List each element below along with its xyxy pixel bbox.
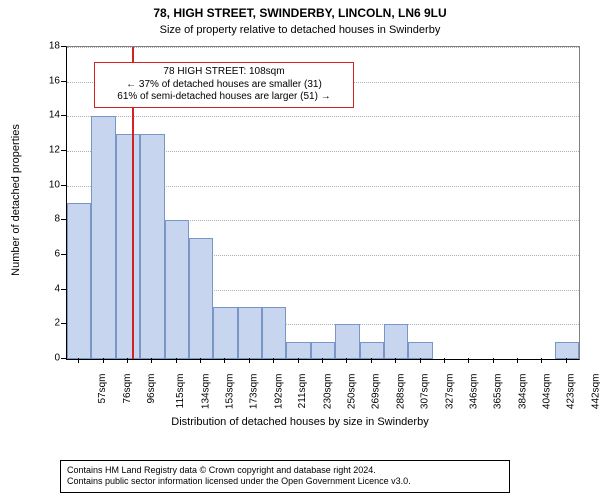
- x-tick-label: 230sqm: [322, 374, 333, 410]
- bar: [91, 116, 115, 359]
- y-tick-mark: [61, 115, 66, 116]
- y-tick-label: 0: [36, 353, 60, 364]
- credits-line2: Contains public sector information licen…: [67, 476, 503, 487]
- x-tick-mark: [103, 358, 104, 363]
- x-axis-label: Distribution of detached houses by size …: [0, 416, 600, 428]
- y-tick-mark: [61, 219, 66, 220]
- gridline: [67, 47, 579, 48]
- y-tick-mark: [61, 150, 66, 151]
- annotation-line2: ← 37% of detached houses are smaller (31…: [101, 79, 347, 92]
- chart-container: 78, HIGH STREET, SWINDERBY, LINCOLN, LN6…: [0, 0, 600, 500]
- bar: [116, 134, 140, 359]
- y-tick-mark: [61, 185, 66, 186]
- y-tick-label: 16: [36, 75, 60, 86]
- x-tick-mark: [224, 358, 225, 363]
- y-tick-label: 12: [36, 145, 60, 156]
- bar: [213, 307, 237, 359]
- y-tick-label: 10: [36, 179, 60, 190]
- x-tick-mark: [541, 358, 542, 363]
- bar: [335, 324, 359, 359]
- x-tick-mark: [298, 358, 299, 363]
- y-tick-mark: [61, 289, 66, 290]
- x-tick-mark: [249, 358, 250, 363]
- bar: [189, 238, 213, 359]
- x-tick-label: 404sqm: [542, 374, 553, 410]
- y-tick-label: 18: [36, 41, 60, 52]
- bar: [360, 342, 384, 359]
- y-tick-mark: [61, 358, 66, 359]
- x-tick-mark: [371, 358, 372, 363]
- x-tick-mark: [420, 358, 421, 363]
- credits-box: Contains HM Land Registry data © Crown c…: [60, 460, 510, 493]
- x-tick-label: 442sqm: [590, 374, 600, 410]
- x-tick-mark: [151, 358, 152, 363]
- x-tick-mark: [322, 358, 323, 363]
- x-tick-label: 211sqm: [297, 374, 308, 409]
- gridline: [67, 116, 579, 117]
- y-tick-label: 4: [36, 283, 60, 294]
- x-tick-label: 250sqm: [347, 374, 358, 410]
- x-tick-mark: [444, 358, 445, 363]
- credits-line1: Contains HM Land Registry data © Crown c…: [67, 465, 503, 476]
- y-tick-label: 8: [36, 214, 60, 225]
- annotation-line1: 78 HIGH STREET: 108sqm: [101, 66, 347, 79]
- y-tick-mark: [61, 254, 66, 255]
- x-tick-label: 115sqm: [175, 374, 186, 409]
- y-tick-mark: [61, 46, 66, 47]
- y-tick-mark: [61, 81, 66, 82]
- x-tick-mark: [566, 358, 567, 363]
- x-tick-label: 269sqm: [371, 374, 382, 410]
- y-tick-label: 14: [36, 110, 60, 121]
- bar: [67, 203, 91, 359]
- bar: [286, 342, 310, 359]
- x-tick-label: 192sqm: [273, 374, 284, 410]
- x-tick-mark: [395, 358, 396, 363]
- x-tick-label: 327sqm: [444, 374, 455, 410]
- x-tick-label: 288sqm: [395, 374, 406, 410]
- x-tick-label: 76sqm: [122, 374, 133, 404]
- x-tick-label: 173sqm: [249, 374, 260, 410]
- bar: [555, 342, 579, 359]
- x-tick-label: 153sqm: [225, 374, 236, 410]
- x-tick-mark: [273, 358, 274, 363]
- x-tick-mark: [176, 358, 177, 363]
- x-tick-label: 365sqm: [493, 374, 504, 410]
- x-tick-mark: [468, 358, 469, 363]
- annotation-line3: 61% of semi-detached houses are larger (…: [101, 91, 347, 104]
- x-tick-mark: [493, 358, 494, 363]
- x-tick-mark: [127, 358, 128, 363]
- x-tick-mark: [346, 358, 347, 363]
- y-tick-label: 2: [36, 318, 60, 329]
- bar: [311, 342, 335, 359]
- bar: [238, 307, 262, 359]
- x-tick-label: 134sqm: [200, 374, 211, 410]
- x-tick-label: 96sqm: [146, 374, 157, 404]
- y-tick-mark: [61, 323, 66, 324]
- bar: [262, 307, 286, 359]
- x-tick-mark: [200, 358, 201, 363]
- x-tick-label: 346sqm: [468, 374, 479, 410]
- y-tick-label: 6: [36, 249, 60, 260]
- bar: [408, 342, 432, 359]
- chart-title-line1: 78, HIGH STREET, SWINDERBY, LINCOLN, LN6…: [0, 6, 600, 20]
- x-tick-label: 57sqm: [97, 374, 108, 404]
- x-tick-label: 423sqm: [566, 374, 577, 410]
- bar: [165, 220, 189, 359]
- x-tick-mark: [78, 358, 79, 363]
- x-tick-label: 384sqm: [517, 374, 528, 410]
- annotation-box: 78 HIGH STREET: 108sqm ← 37% of detached…: [94, 62, 354, 108]
- x-tick-mark: [517, 358, 518, 363]
- bar: [384, 324, 408, 359]
- bar: [140, 134, 164, 359]
- y-axis-label: Number of detached properties: [10, 100, 22, 300]
- x-tick-label: 307sqm: [420, 374, 431, 410]
- chart-title-line2: Size of property relative to detached ho…: [0, 24, 600, 36]
